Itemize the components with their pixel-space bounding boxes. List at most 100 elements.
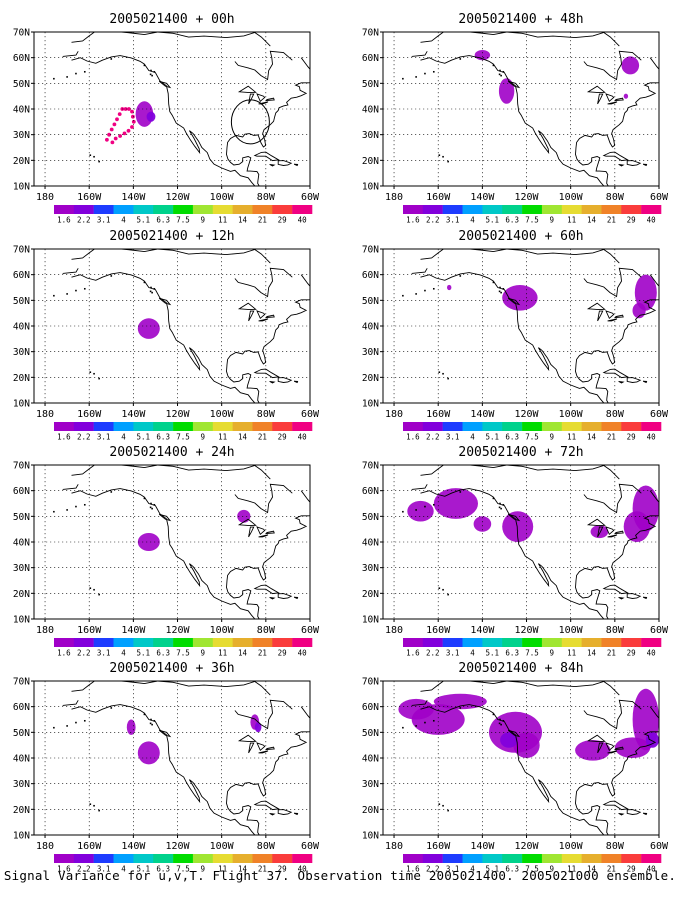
lon-label: 80W	[257, 192, 276, 203]
coastline	[575, 526, 655, 619]
map-panel: 2005021400 + 60h 70N 60N 50N 40N 30N 20N 10N 180…	[362, 229, 669, 442]
colorbar-swatch	[502, 854, 523, 863]
colorbar-swatch	[482, 854, 503, 863]
lat-label: 20N	[13, 805, 30, 816]
small-island	[502, 70, 505, 73]
island	[602, 368, 629, 379]
lon-label: 180	[385, 192, 403, 203]
island	[618, 812, 625, 816]
small-island	[424, 72, 426, 75]
small-island	[492, 64, 495, 67]
small-island	[143, 497, 146, 500]
colorbar-swatch	[641, 638, 662, 647]
coastline	[71, 272, 256, 403]
island	[277, 593, 293, 599]
colorbar-swatch	[133, 422, 154, 431]
colorbar-swatch	[561, 638, 582, 647]
panel-title: 2005021400 + 72h	[458, 445, 583, 460]
small-island	[149, 506, 152, 509]
small-island	[442, 155, 444, 158]
coastline	[506, 32, 620, 47]
island	[269, 812, 276, 816]
lat-label: 70N	[13, 461, 30, 472]
lat-label: 60N	[13, 53, 30, 64]
coastline	[71, 32, 158, 43]
colorbar-swatch	[641, 422, 662, 431]
coastline	[71, 704, 256, 835]
colorbar-label: 9	[550, 649, 555, 658]
small-island	[459, 707, 462, 709]
colorbar-swatch	[93, 205, 114, 214]
colorbar-swatch	[522, 422, 543, 431]
coastline	[226, 310, 306, 403]
lake	[586, 518, 606, 527]
lat-label: 30N	[13, 130, 30, 141]
coastline	[71, 488, 256, 619]
lat-label: 30N	[362, 130, 379, 141]
lat-label: 20N	[362, 805, 379, 816]
coastline	[643, 274, 659, 312]
observation-point	[130, 109, 134, 114]
lat-label: 60N	[362, 702, 379, 713]
lake	[597, 526, 604, 538]
coastline	[234, 267, 293, 298]
colorbar-label: 21	[607, 216, 616, 225]
coastline	[234, 483, 293, 514]
panel-title: 2005021400 + 24h	[109, 445, 234, 460]
colorbar-label: 6.3	[505, 649, 519, 658]
lat-label: 70N	[362, 28, 379, 39]
colorbar-swatch	[522, 854, 543, 863]
colorbar-label: 14	[238, 216, 248, 225]
colorbar-swatch	[292, 205, 313, 214]
colorbar-swatch	[601, 422, 622, 431]
colorbar-label: 1.6	[57, 649, 71, 658]
small-island	[447, 809, 449, 812]
lake	[248, 93, 255, 105]
colorbar-swatch	[462, 638, 483, 647]
coastline	[157, 681, 271, 696]
coastline	[226, 93, 306, 186]
panel-title: 2005021400 + 12h	[109, 229, 234, 244]
colorbar-swatch	[192, 422, 213, 431]
lake	[248, 742, 255, 754]
island	[269, 380, 276, 384]
lon-label: 80W	[606, 192, 625, 203]
colorbar-swatch	[541, 205, 562, 214]
lon-label: 140W	[121, 192, 146, 203]
small-island	[75, 72, 77, 75]
lon-label: 60W	[650, 192, 669, 203]
colorbar-label: 7.5	[176, 433, 190, 442]
lat-label: 50N	[362, 296, 379, 307]
colorbar-label: 40	[298, 216, 308, 225]
lake	[258, 318, 269, 322]
small-island	[492, 713, 495, 716]
variance-region	[447, 284, 452, 291]
colorbar-swatch	[153, 422, 174, 431]
lake	[586, 734, 606, 743]
colorbar-swatch	[581, 854, 602, 863]
small-island	[66, 76, 68, 78]
lon-label: 140W	[121, 841, 146, 852]
colorbar-swatch	[601, 638, 622, 647]
lat-label: 60N	[13, 486, 30, 497]
small-island	[415, 76, 417, 78]
small-island	[492, 281, 495, 284]
colorbar-swatch	[403, 205, 424, 214]
colorbar-label: 11	[218, 216, 227, 225]
lat-label: 30N	[13, 347, 30, 358]
colorbar-label: 9	[201, 649, 206, 658]
coastline	[62, 268, 79, 274]
coastline	[420, 272, 605, 403]
lake	[614, 97, 624, 102]
map-panel: 2005021400 + 00h 70N 60N 50N 40N 30N 20N 10N 180…	[13, 12, 320, 225]
colorbar-label: 6.3	[156, 216, 170, 225]
map-panel: 2005021400 + 72h 70N 60N 50N 40N 30N 20N 10N 180…	[362, 445, 669, 658]
colorbar-swatch	[192, 205, 213, 214]
colorbar-swatch	[522, 205, 543, 214]
lon-label: 80W	[606, 625, 625, 636]
lon-label: 160W	[426, 841, 451, 852]
lon-label: 80W	[606, 841, 625, 852]
lon-label: 60W	[650, 841, 669, 852]
lat-label: 10N	[13, 182, 30, 193]
map-area	[383, 465, 659, 619]
